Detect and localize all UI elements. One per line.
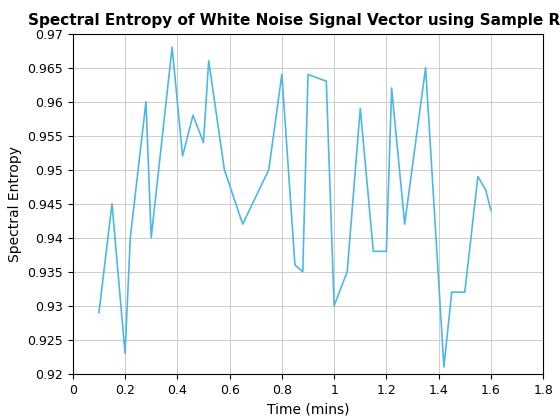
Title: Spectral Entropy of White Noise Signal Vector using Sample Rate: Spectral Entropy of White Noise Signal V… (28, 13, 560, 28)
X-axis label: Time (mins): Time (mins) (267, 402, 349, 416)
Y-axis label: Spectral Entropy: Spectral Entropy (8, 146, 22, 262)
